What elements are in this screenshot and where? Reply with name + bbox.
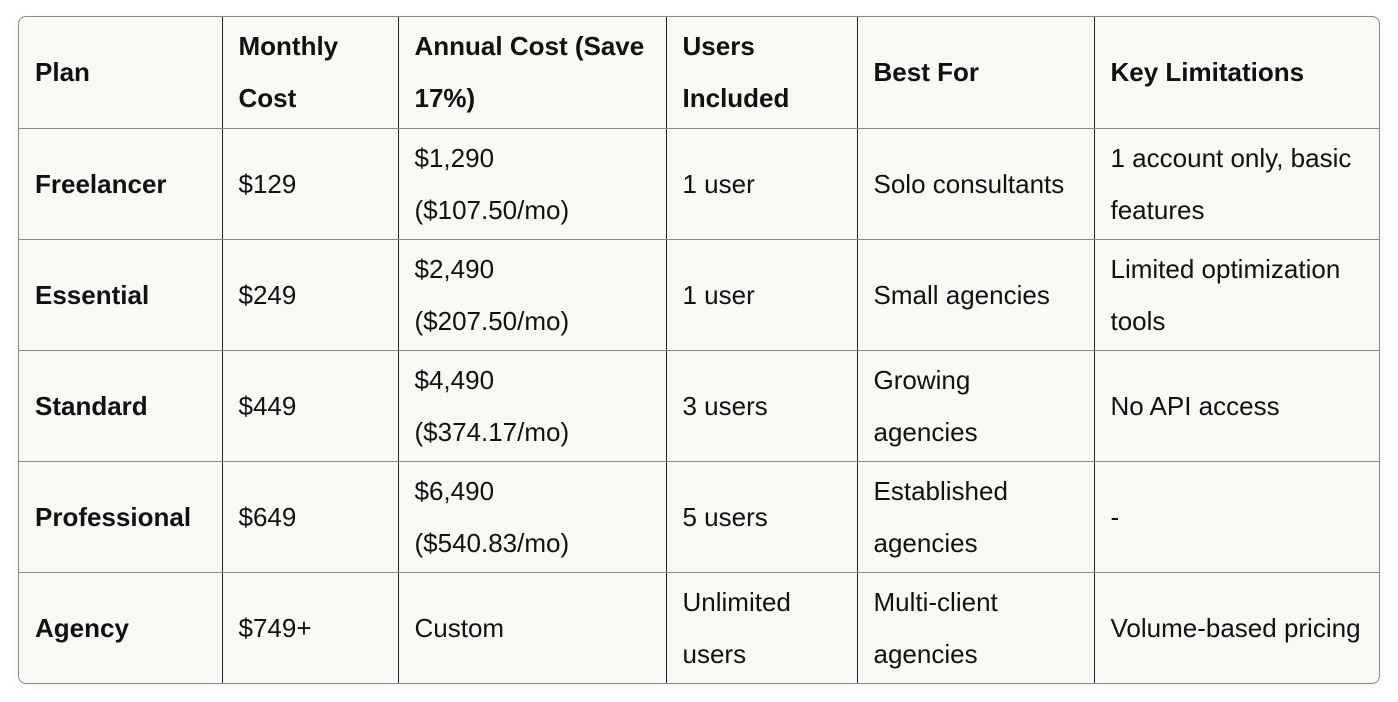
cell-monthly-cost: $449 [221, 349, 399, 462]
header-best-for: Best For [856, 17, 1095, 129]
table-row: Standard $449 $4,490 ($374.17/mo) 3 users Gr… [19, 349, 1379, 462]
pricing-table-container: Plan Monthly Cost Annual Cost (Save 17%)… [18, 16, 1380, 684]
cell-key-limitations: Limited optimization tools [1093, 238, 1379, 351]
header-users-included: Users Included [665, 17, 858, 129]
cell-best-for: Solo consultants [856, 127, 1095, 240]
cell-key-limitations: 1 account only, basic features [1093, 127, 1379, 240]
header-annual-cost: Annual Cost (Save 17%) [397, 17, 667, 129]
cell-annual-cost: $2,490 ($207.50/mo) [397, 238, 667, 351]
cell-monthly-cost: $649 [221, 460, 399, 573]
cell-monthly-cost: $249 [221, 238, 399, 351]
cell-annual-cost: Custom [397, 571, 667, 683]
cell-users-included: 1 user [665, 127, 858, 240]
cell-users-included: 3 users [665, 349, 858, 462]
header-plan: Plan [19, 17, 223, 129]
cell-plan: Standard [19, 349, 223, 462]
cell-plan: Agency [19, 571, 223, 683]
header-monthly-cost: Monthly Cost [221, 17, 399, 129]
cell-best-for: Small agencies [856, 238, 1095, 351]
header-key-limitations: Key Limitations [1093, 17, 1379, 129]
table-row: Essential $249 $2,490 ($207.50/mo) 1 user Sm… [19, 238, 1379, 351]
table-row: Agency $749+ Custom Unlimited users Multi-cl… [19, 571, 1379, 683]
pricing-table: Plan Monthly Cost Annual Cost (Save 17%)… [19, 17, 1379, 683]
cell-plan: Professional [19, 460, 223, 573]
cell-key-limitations: Volume-based pricing [1093, 571, 1379, 683]
cell-plan: Essential [19, 238, 223, 351]
table-row: Professional $649 $6,490 ($540.83/mo) 5 use… [19, 460, 1379, 573]
cell-monthly-cost: $749+ [221, 571, 399, 683]
cell-annual-cost: $6,490 ($540.83/mo) [397, 460, 667, 573]
cell-users-included: 5 users [665, 460, 858, 573]
table-row: Freelancer $129 $1,290 ($107.50/mo) 1 user S… [19, 127, 1379, 240]
cell-plan: Freelancer [19, 127, 223, 240]
cell-best-for: Growing agencies [856, 349, 1095, 462]
cell-monthly-cost: $129 [221, 127, 399, 240]
cell-annual-cost: $4,490 ($374.17/mo) [397, 349, 667, 462]
cell-annual-cost: $1,290 ($107.50/mo) [397, 127, 667, 240]
cell-best-for: Multi-client agencies [856, 571, 1095, 683]
cell-users-included: 1 user [665, 238, 858, 351]
cell-best-for: Established agencies [856, 460, 1095, 573]
header-row: Plan Monthly Cost Annual Cost (Save 17%)… [19, 17, 1379, 129]
cell-key-limitations: No API access [1093, 349, 1379, 462]
cell-users-included: Unlimited users [665, 571, 858, 683]
cell-key-limitations: - [1093, 460, 1379, 573]
